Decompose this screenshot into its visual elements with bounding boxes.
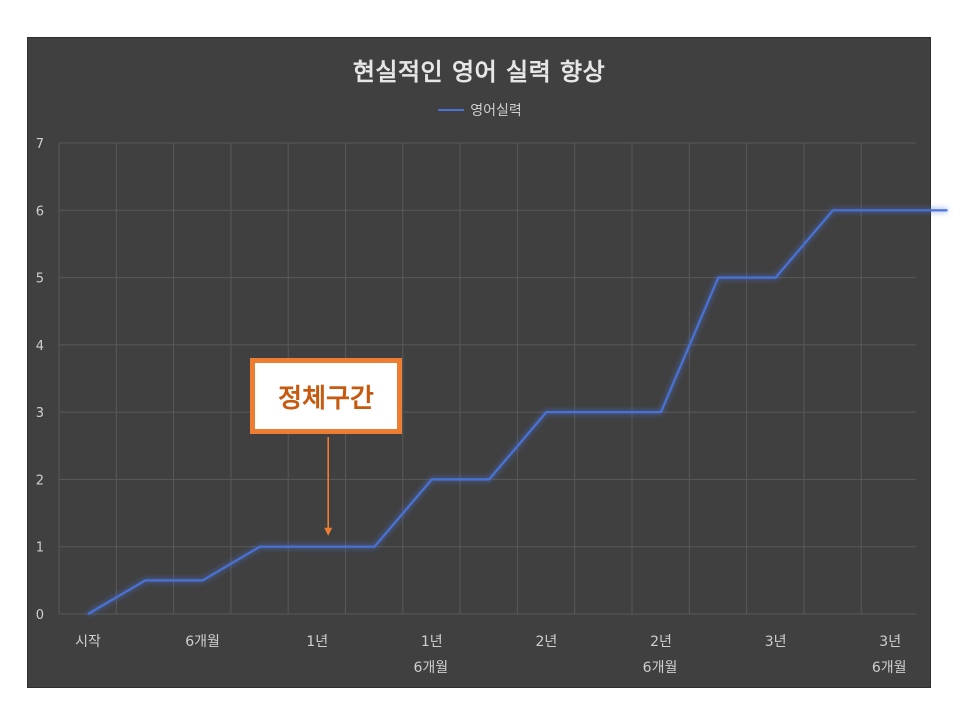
y-tick-label: 1 <box>36 541 44 556</box>
y-tick-label: 0 <box>36 608 44 623</box>
x-tick-label: 1년 <box>421 634 443 650</box>
y-tick-label: 3 <box>36 406 44 421</box>
x-tick-label: 1년 <box>306 634 328 650</box>
y-tick-label: 2 <box>36 473 44 488</box>
y-tick-label: 7 <box>36 137 44 152</box>
y-tick-label: 4 <box>36 339 44 354</box>
x-tick-label: 6개월 <box>413 660 448 676</box>
x-tick-label: 시작 <box>75 634 101 650</box>
chart-title: 현실적인 영어 실력 향상 <box>352 58 606 86</box>
annotation-arrow-head <box>324 527 333 536</box>
x-tick-label: 3년 <box>765 634 787 650</box>
series-layer <box>87 209 948 615</box>
x-tick-label: 3년 <box>879 634 901 650</box>
y-tick-label: 6 <box>36 204 44 219</box>
legend: 영어실력 <box>0 100 960 120</box>
y-axis: 0 1 2 3 4 5 6 7 <box>36 137 44 623</box>
series-line-0 <box>87 209 948 615</box>
legend-swatch <box>438 109 465 111</box>
x-tick-label: 2년 <box>536 634 558 650</box>
annotation-layer <box>324 437 333 536</box>
x-tick-label: 2년 <box>650 634 672 650</box>
x-tick-label: 6개월 <box>643 660 678 676</box>
x-axis: 시작 6개월 1년 1년 6개월 2년 2년 6개월 3년 3년 6개월 <box>75 634 906 676</box>
legend-label: 영어실력 <box>470 103 522 119</box>
y-tick-label: 5 <box>36 272 44 287</box>
grid <box>58 142 916 615</box>
x-tick-label: 6개월 <box>872 660 907 676</box>
x-tick-label: 6개월 <box>185 634 220 650</box>
stagnation-callout: 정체구간 <box>250 358 402 434</box>
